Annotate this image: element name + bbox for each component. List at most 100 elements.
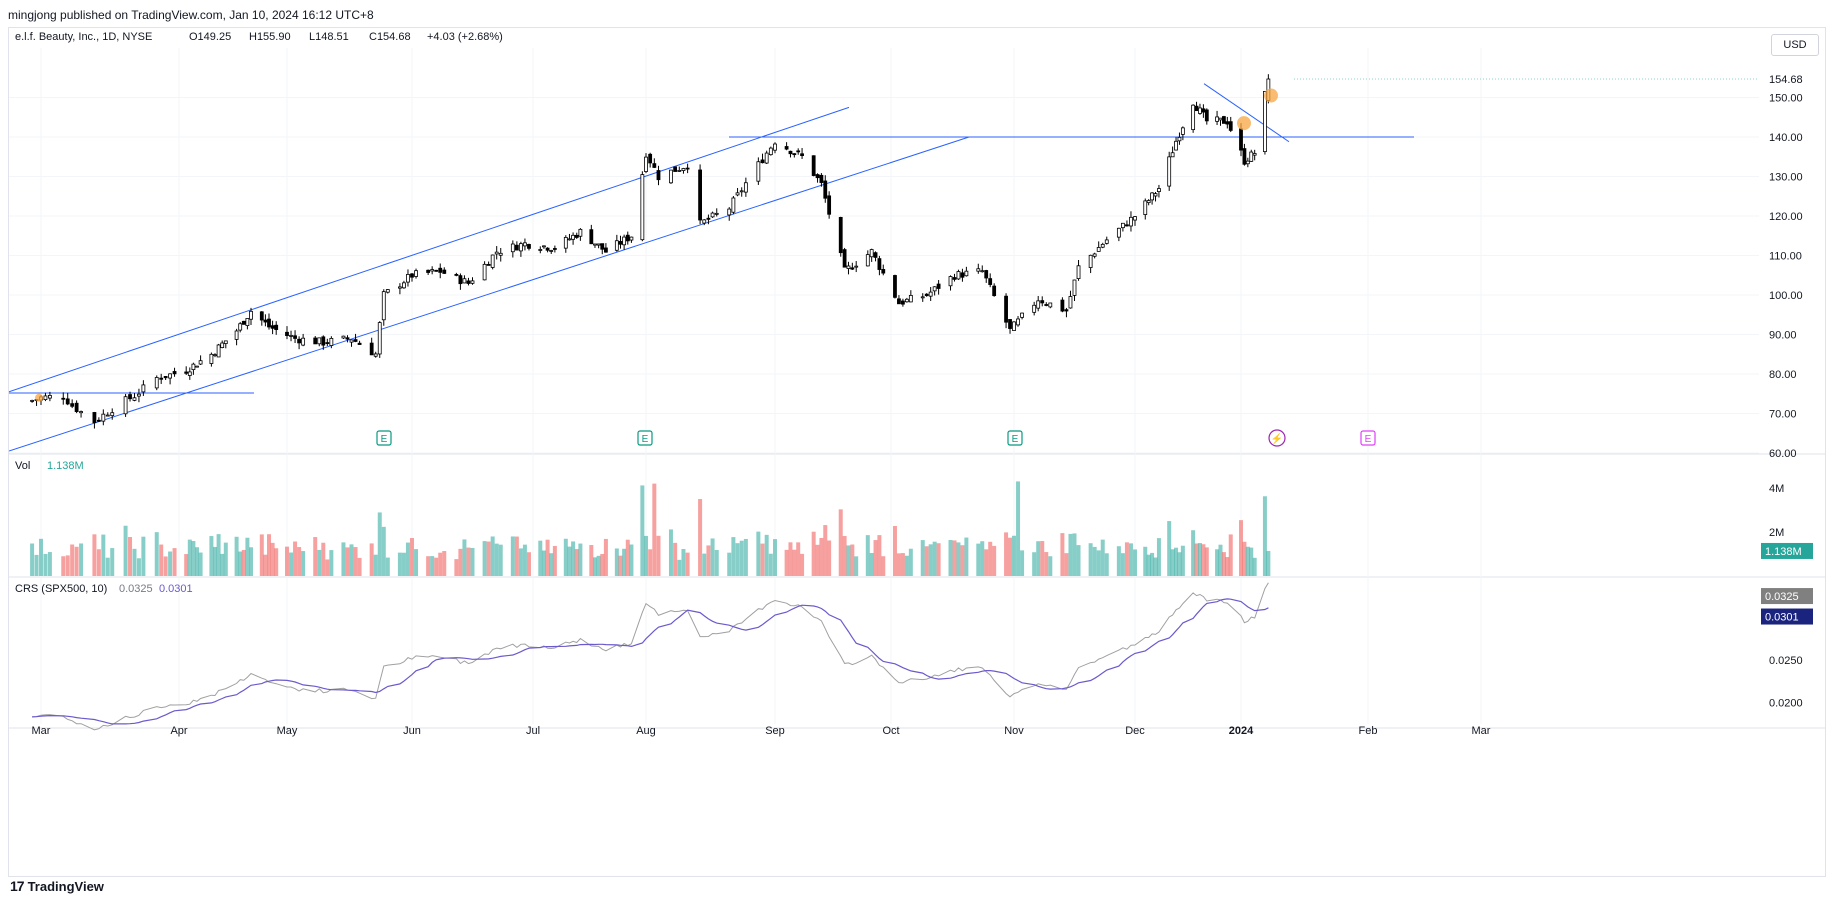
candle-body — [518, 243, 523, 252]
candle-body — [956, 271, 961, 280]
volume-bar — [869, 553, 874, 576]
candle-body — [325, 342, 330, 344]
volume-bar — [904, 555, 909, 576]
volume-bar — [526, 552, 531, 576]
candle-body — [1180, 127, 1185, 135]
candle-body — [490, 254, 495, 268]
candle-body — [163, 376, 168, 379]
candle-body — [1146, 200, 1151, 204]
volume-bar — [823, 525, 828, 576]
volume-last-tag — [1761, 542, 1813, 559]
candle-body — [70, 403, 75, 407]
candle-body — [1004, 295, 1008, 323]
volume-bar — [123, 525, 128, 576]
volume-bar — [819, 537, 824, 576]
volume-bar — [1218, 544, 1223, 576]
candle-body — [976, 268, 981, 272]
candle-body — [48, 395, 52, 399]
volume-bar — [317, 549, 322, 576]
x-tick-label: Mar — [32, 725, 51, 737]
candle-body — [788, 150, 793, 155]
candle-body — [677, 170, 682, 172]
candle-body — [385, 289, 390, 293]
volume-bar — [462, 539, 467, 576]
y-tick-label: 60.00 — [1769, 448, 1797, 460]
candle-body — [600, 243, 605, 250]
volume-bar — [656, 535, 661, 576]
candle-body — [756, 161, 761, 182]
volume-bar — [482, 541, 487, 576]
candle-body — [410, 273, 414, 278]
candle-body — [1177, 136, 1182, 142]
volume-tick-label: 4M — [1769, 483, 1784, 495]
volume-bar — [1004, 532, 1009, 576]
volume-bar — [238, 551, 243, 576]
volume-bar — [1150, 552, 1155, 576]
volume-bar — [648, 549, 653, 576]
candle-body — [172, 371, 177, 375]
highlight-marker — [1264, 88, 1278, 103]
volume-bar — [652, 483, 657, 576]
volume-bar — [172, 548, 177, 576]
candle-body — [353, 339, 358, 342]
candle-body — [1040, 300, 1045, 304]
crs-value: 0.0325 — [119, 583, 153, 595]
y-tick-label: 70.00 — [1769, 409, 1797, 421]
volume-bar — [625, 539, 630, 576]
candle-body — [768, 147, 773, 156]
candle-body — [293, 335, 297, 339]
channel-lower-line — [9, 136, 970, 452]
volume-bar — [932, 541, 937, 576]
candle-body — [381, 291, 386, 321]
candle-body — [1222, 116, 1226, 124]
candle-body — [1143, 200, 1148, 215]
candle-body — [542, 245, 546, 248]
volume-bar — [1020, 550, 1025, 576]
volume-bar — [369, 543, 374, 576]
candle-body — [263, 319, 268, 323]
volume-bar — [381, 526, 386, 576]
volume-bar — [618, 555, 623, 576]
candle-body — [1133, 216, 1137, 221]
candle-body — [1228, 121, 1233, 131]
candle-body — [1032, 304, 1037, 313]
volume-bar — [964, 537, 969, 576]
volume-bar — [714, 550, 719, 576]
volume-bar — [850, 544, 855, 576]
volume-bar — [414, 549, 419, 576]
volume-bar — [948, 540, 953, 576]
candle-body — [574, 234, 579, 238]
volume-bar — [854, 556, 859, 576]
candle-body — [1153, 193, 1158, 197]
volume-bar — [1194, 543, 1199, 576]
candle-body — [850, 267, 855, 270]
highlight-marker — [35, 393, 43, 402]
currency-selector[interactable]: USD — [1771, 34, 1819, 56]
crs-last-tag — [1761, 588, 1813, 605]
candle-body — [698, 169, 702, 221]
volume-bar — [541, 550, 546, 576]
chart-frame[interactable]: Mar Apr May Jun Jul Aug Sep Oct Nov Dec 2024 Feb Mar… — [8, 27, 1826, 877]
ohlc-close: C154.68 — [369, 31, 411, 43]
volume-bar — [1040, 541, 1045, 576]
tradingview-logo[interactable]: 17 TradingView — [10, 878, 104, 894]
candle-body — [571, 234, 575, 240]
candle-body — [1048, 302, 1053, 308]
volume-bar — [213, 546, 217, 576]
candle-body — [743, 182, 748, 193]
candle-body — [297, 338, 301, 344]
ohlc-open: O149.25 — [189, 31, 231, 43]
volume-tick-label: 2M — [1769, 527, 1784, 539]
chart-canvas[interactable]: Mar Apr May Jun Jul Aug Sep Oct Nov Dec 2024 Feb Mar… — [9, 28, 1825, 876]
candle-body — [209, 353, 214, 364]
event-marker-label: E — [1012, 434, 1019, 445]
volume-bar — [788, 542, 793, 576]
candle-body — [1218, 117, 1223, 121]
volume-bar — [154, 532, 159, 576]
candle-body — [984, 270, 989, 279]
candle-body — [110, 412, 115, 417]
candle-body — [195, 365, 199, 368]
volume-bar — [952, 540, 957, 576]
candle-body — [604, 247, 608, 253]
candle-body — [893, 275, 897, 298]
